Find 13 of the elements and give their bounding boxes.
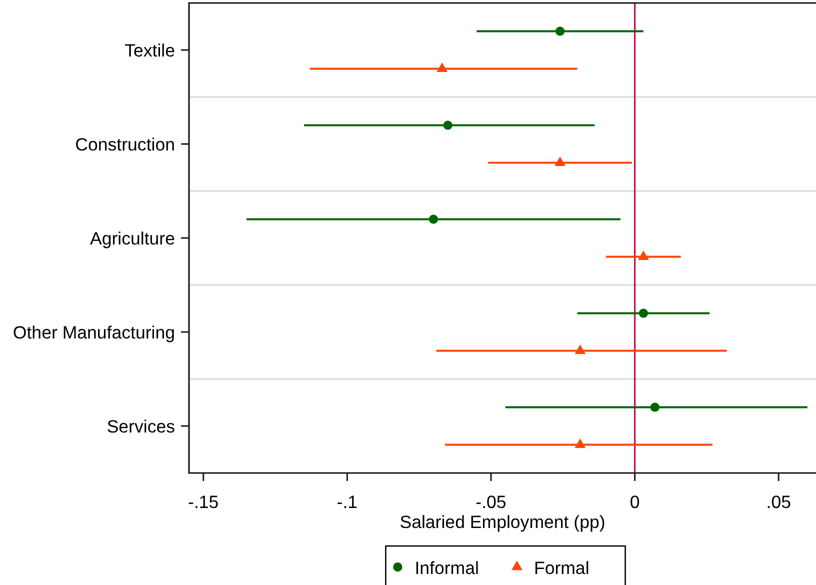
x-axis-title: Salaried Employment (pp) [400,512,606,532]
legend-label: Informal [414,558,479,578]
x-tick-label: 0 [630,492,640,512]
y-tick-label: Textile [124,40,176,60]
y-tick-label: Other Manufacturing [12,322,175,342]
y-tick-label: Construction [75,134,175,154]
legend-label: Formal [534,558,590,578]
x-tick-label: .05 [766,492,792,512]
y-tick-label: Agriculture [90,228,176,248]
y-tick-label: Services [106,416,176,436]
x-tick-label: -.05 [476,492,506,512]
x-tick-label: -.15 [188,492,219,512]
x-tick-label: -.1 [336,492,358,512]
